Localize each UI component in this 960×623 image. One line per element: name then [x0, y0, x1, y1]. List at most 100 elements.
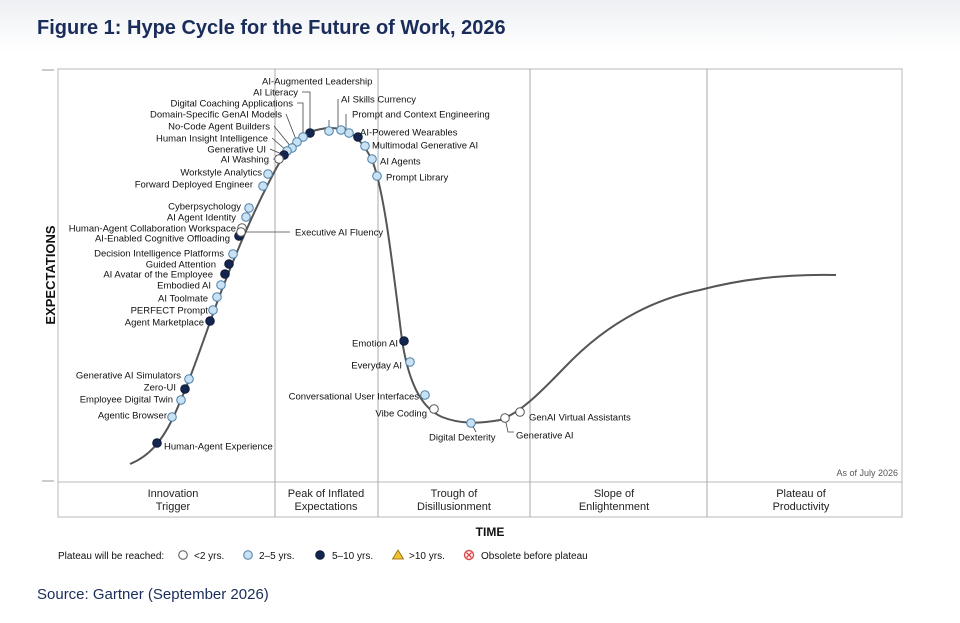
innovation-label: Domain-Specific GenAI Models	[150, 110, 282, 121]
as-of-label: As of July 2026	[836, 468, 898, 478]
x-axis-label: TIME	[476, 525, 505, 539]
innovation-marker	[353, 132, 363, 142]
innovation-label: Guided Attention	[146, 260, 216, 271]
phase-label: Expectations	[295, 501, 358, 513]
legend-title: Plateau will be reached:	[58, 551, 164, 562]
innovation-marker	[305, 128, 315, 138]
innovation-label: AI-Powered Wearables	[360, 128, 458, 139]
innovation-marker	[228, 249, 238, 259]
innovation-label: Human-Agent Experience	[164, 442, 273, 453]
legend-symbol	[243, 550, 253, 560]
innovation-label: Digital Coaching Applications	[170, 99, 293, 110]
innovation-label: AI-Enabled Cognitive Offloading	[95, 234, 230, 245]
innovation-label: Everyday AI	[351, 361, 402, 372]
legend-item-label: >10 yrs.	[409, 551, 445, 562]
innovation-label: Employee Digital Twin	[80, 395, 173, 406]
innovation-marker	[500, 413, 510, 423]
innovation-label: Generative AI Simulators	[76, 371, 181, 382]
innovation-label: AI Literacy	[253, 88, 298, 99]
innovation-marker	[344, 128, 354, 138]
header-background	[0, 0, 960, 52]
phase-label: Trigger	[156, 501, 191, 513]
phase-label: Disillusionment	[417, 501, 491, 513]
innovation-label: Forward Deployed Engineer	[135, 180, 253, 191]
innovation-marker	[466, 418, 476, 428]
innovation-marker	[429, 404, 439, 414]
innovation-marker	[208, 305, 218, 315]
innovation-marker	[360, 141, 370, 151]
phase-label: Slope of	[594, 488, 635, 500]
innovation-label: Generative AI	[516, 431, 574, 442]
innovation-marker	[241, 212, 251, 222]
innovation-label: PERFECT Prompt	[131, 306, 209, 317]
innovation-label: AI Toolmate	[158, 294, 208, 305]
innovation-marker	[216, 280, 226, 290]
innovation-label: Human-Agent Collaboration Workspace	[69, 224, 236, 235]
phase-label: Plateau of	[776, 488, 826, 500]
innovation-label: Human Insight Intelligence	[156, 134, 268, 145]
innovation-label: No-Code Agent Builders	[168, 122, 270, 133]
innovation-leader-line	[297, 102, 304, 137]
legend-symbol-obsolete-cross	[466, 552, 472, 558]
innovation-marker	[212, 292, 222, 302]
innovation-label: AI Skills Currency	[341, 95, 416, 106]
innovation-label: Decision Intelligence Platforms	[94, 249, 224, 260]
innovation-marker	[399, 336, 409, 346]
phase-label: Enlightenment	[579, 501, 649, 513]
innovation-marker	[274, 154, 284, 164]
innovation-marker	[167, 412, 177, 422]
innovation-label: Prompt Library	[386, 173, 449, 184]
legend-symbol	[178, 550, 188, 560]
innovation-label: Executive AI Fluency	[295, 228, 383, 239]
innovation-label: Emotion AI	[352, 339, 398, 350]
innovation-label: Vibe Coding	[375, 409, 427, 420]
innovation-marker	[258, 181, 268, 191]
figure-title: Figure 1: Hype Cycle for the Future of W…	[37, 17, 506, 39]
innovation-label: Zero-UI	[144, 383, 176, 394]
y-axis-label: EXPECTATIONS	[43, 225, 58, 325]
source-note: Source: Gartner (September 2026)	[37, 586, 269, 603]
phase-label: Peak of Inflated	[288, 488, 364, 500]
legend-item-label: 5–10 yrs.	[332, 551, 373, 562]
innovation-marker	[205, 316, 215, 326]
legend-symbol-triangle	[391, 549, 405, 560]
innovation-marker	[224, 259, 234, 269]
phase-label: Trough of	[431, 488, 479, 500]
innovation-label: Agentic Browser	[98, 411, 167, 422]
innovation-marker	[236, 227, 246, 237]
innovation-label: Multimodal Generative AI	[372, 141, 478, 152]
innovation-marker	[515, 407, 525, 417]
legend-item-label: Obsolete before plateau	[481, 551, 588, 562]
innovation-leader-line	[285, 113, 298, 143]
innovation-label: Cyberpsychology	[168, 202, 241, 213]
innovation-leader-line	[302, 91, 311, 133]
phase-label: Productivity	[773, 501, 830, 513]
innovation-marker	[372, 171, 382, 181]
innovation-label: AI Agent Identity	[167, 213, 236, 224]
innovation-label: AI Avatar of the Employee	[103, 270, 213, 281]
innovation-marker	[420, 390, 430, 400]
innovation-label: Conversational User Interfaces	[289, 392, 420, 403]
innovation-label: GenAI Virtual Assistants	[529, 413, 631, 424]
innovation-label: AI-Augmented Leadership	[262, 77, 372, 88]
innovation-marker	[367, 154, 377, 164]
innovation-marker	[184, 374, 194, 384]
innovation-label: Embodied AI	[157, 281, 211, 292]
innovation-label: AI Agents	[380, 157, 421, 168]
plot-frame	[57, 68, 903, 518]
innovation-marker	[263, 169, 273, 179]
innovation-label: Generative UI	[207, 145, 266, 156]
innovation-label: Agent Marketplace	[125, 318, 204, 329]
innovation-label: Digital Dexterity	[429, 433, 496, 444]
innovation-marker	[336, 125, 346, 135]
innovation-marker	[324, 126, 334, 136]
innovation-marker	[180, 384, 190, 394]
innovation-marker	[220, 269, 230, 279]
innovation-marker	[176, 395, 186, 405]
legend-item-label: 2–5 yrs.	[259, 551, 295, 562]
innovation-label: Workstyle Analytics	[180, 168, 262, 179]
innovation-marker	[244, 203, 254, 213]
innovation-marker	[405, 357, 415, 367]
legend-item-label: <2 yrs.	[194, 551, 224, 562]
